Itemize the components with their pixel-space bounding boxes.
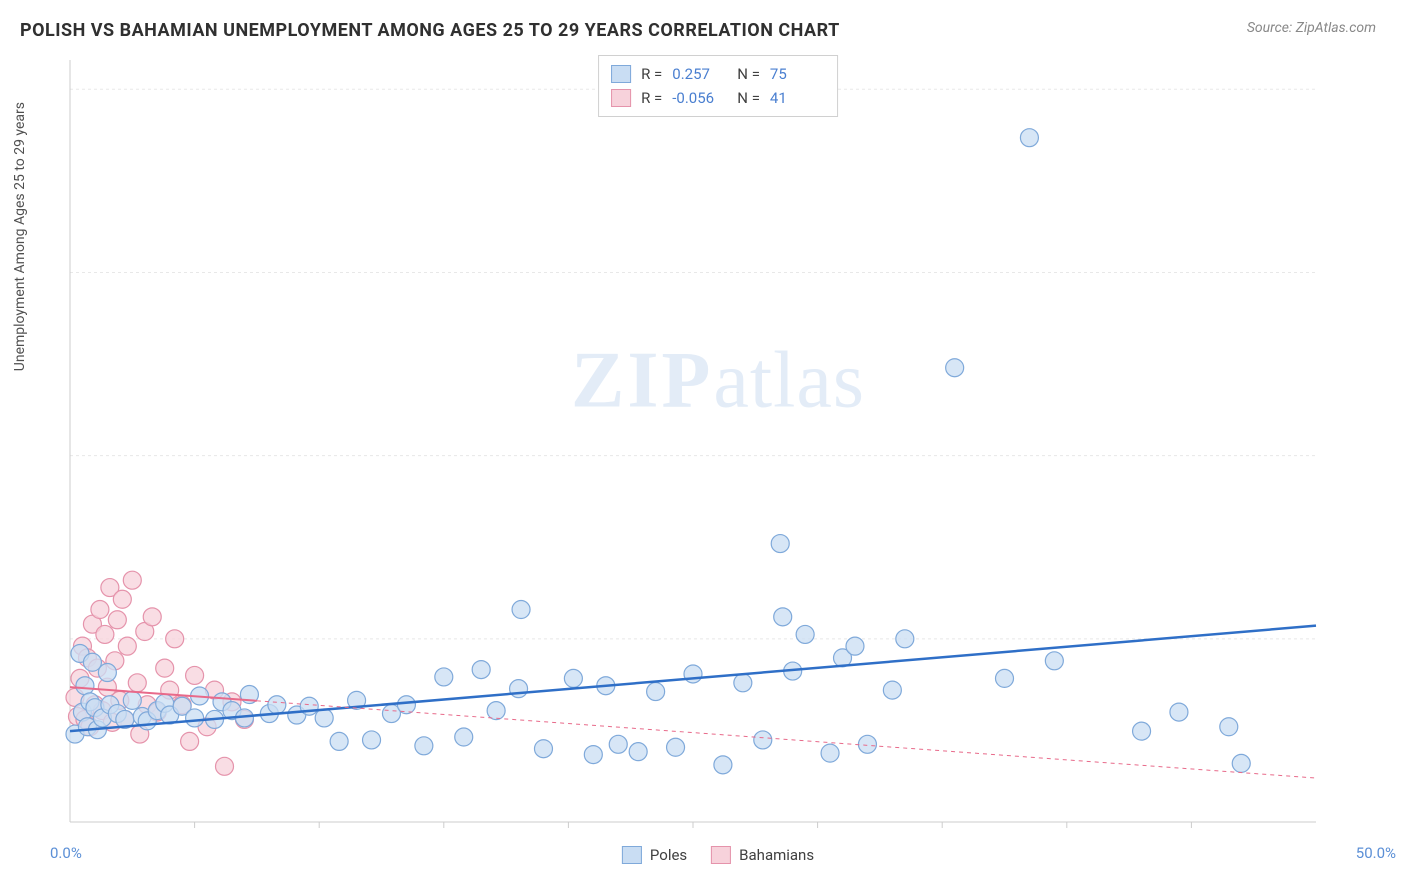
x-axis-max-label: 50.0% <box>1356 844 1396 862</box>
x-axis-min-label: 0.0% <box>50 844 82 862</box>
legend-label-poles: Poles <box>650 846 687 864</box>
source-name: ZipAtlas.com <box>1296 20 1376 36</box>
swatch-bahamians <box>611 89 631 107</box>
legend-item-poles: Poles <box>622 846 687 864</box>
chart-title: POLISH VS BAHAMIAN UNEMPLOYMENT AMONG AG… <box>20 20 840 41</box>
n-value-poles: 75 <box>770 62 825 86</box>
n-label: N = <box>737 86 760 110</box>
legend-label-bahamians: Bahamians <box>739 846 814 864</box>
corr-row-bahamians: R = -0.056 N = 41 <box>611 86 825 110</box>
source-prefix: Source: <box>1247 20 1296 36</box>
r-label: R = <box>641 86 662 110</box>
corr-row-poles: R = 0.257 N = 75 <box>611 62 825 86</box>
r-label: R = <box>641 62 662 86</box>
scatter-plot <box>50 55 1386 832</box>
series-legend: Poles Bahamians <box>622 846 814 864</box>
correlation-legend: R = 0.257 N = 75 R = -0.056 N = 41 <box>598 55 838 117</box>
chart-area: ZIPatlas Unemployment Among Ages 25 to 2… <box>50 55 1386 832</box>
legend-item-bahamians: Bahamians <box>711 846 814 864</box>
n-label: N = <box>737 62 760 86</box>
swatch-poles <box>611 65 631 83</box>
swatch-bahamians <box>711 846 731 864</box>
n-value-bahamians: 41 <box>770 86 825 110</box>
swatch-poles <box>622 846 642 864</box>
r-value-poles: 0.257 <box>672 62 727 86</box>
y-axis-label: Unemployment Among Ages 25 to 29 years <box>12 102 28 371</box>
r-value-bahamians: -0.056 <box>672 86 727 110</box>
source-attribution: Source: ZipAtlas.com <box>1247 20 1376 36</box>
